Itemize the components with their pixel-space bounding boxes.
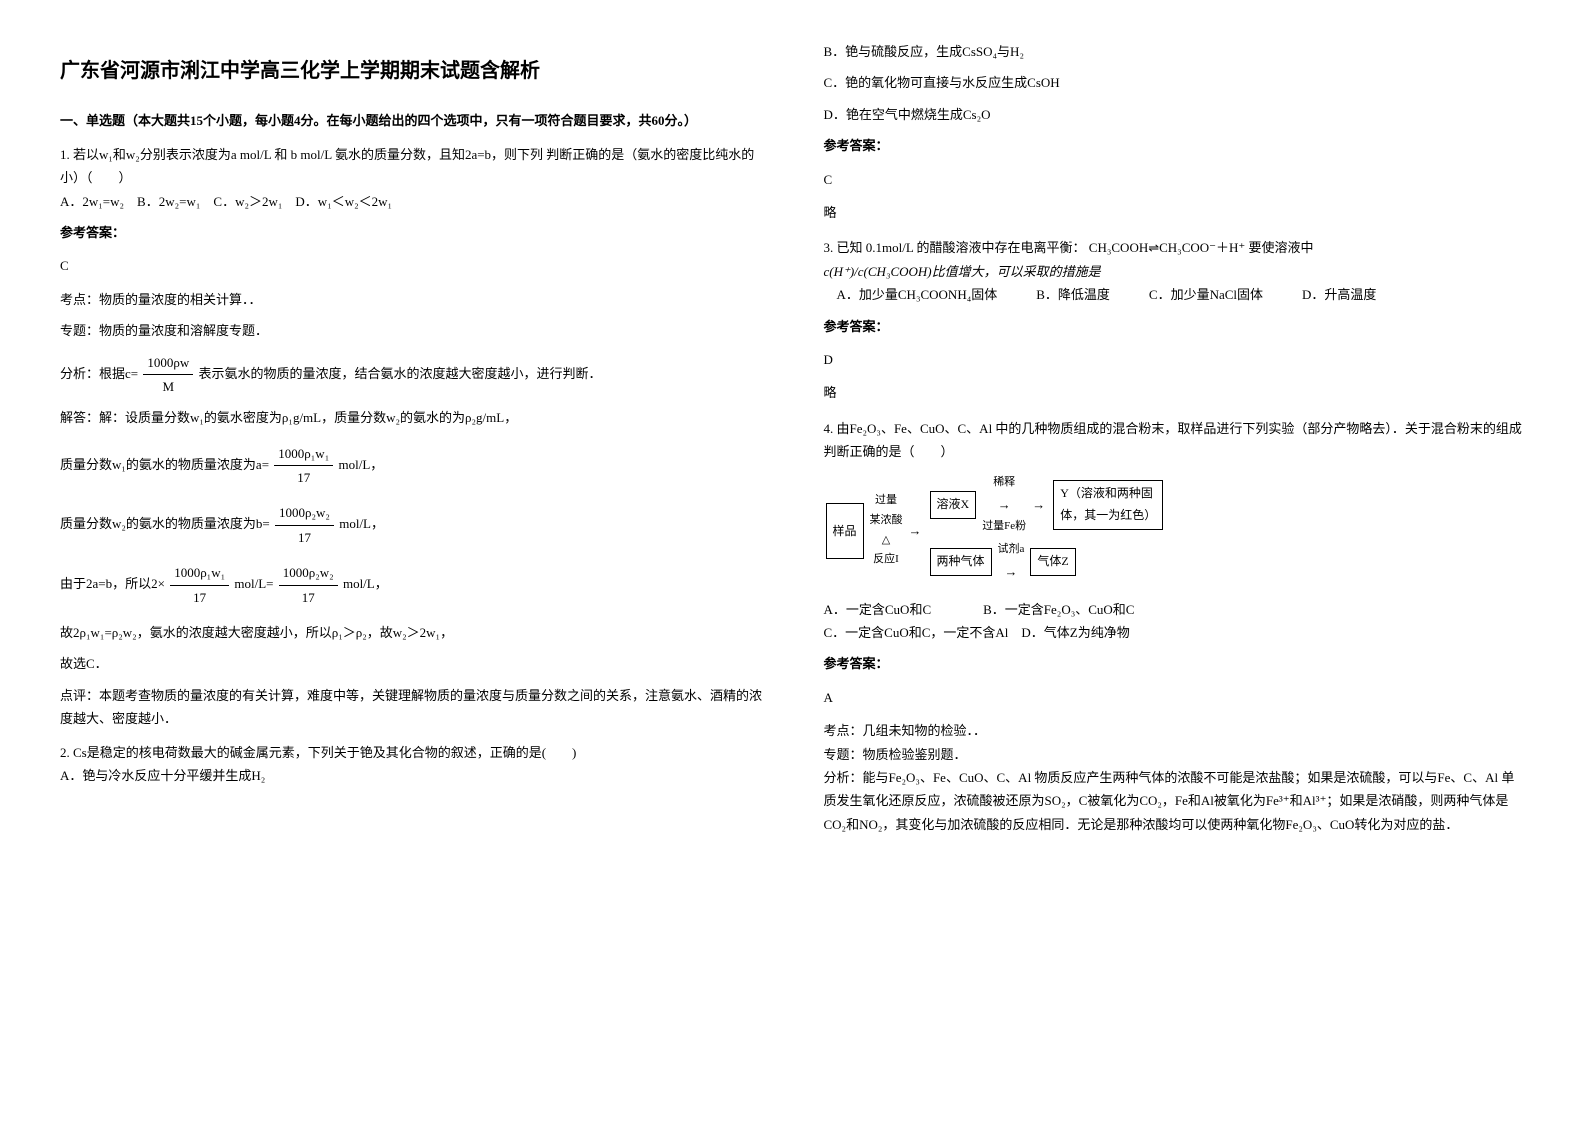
- question-3: 3. 已知 0.1mol/L 的醋酸溶液中存在电离平衡： CH₃COOH⇌CH₃…: [824, 236, 1528, 404]
- xishi: 稀释: [982, 473, 1026, 493]
- box-solX: 溶液X: [930, 491, 977, 519]
- q2-optC: C．铯的氧化物可直接与水反应生成CsOH: [824, 71, 1528, 94]
- acid2: 某浓酸: [870, 511, 903, 531]
- question-1: 1. 若以w₁和w₂分别表示浓度为a mol/L 和 b mol/L 氨水的质量…: [60, 143, 764, 731]
- box-2gas: 两种气体: [930, 548, 992, 576]
- q1-jieda5: 故2ρ₁w₁=ρ₂w₂，氨水的浓度越大密度越小，所以ρ₁＞ρ₂，故w₂＞2w₁，: [60, 621, 764, 644]
- flow-row-top: 样品 过量 某浓酸 △ 反应I → 溶液X 稀释 →: [824, 473, 1528, 587]
- q2-answer: C: [824, 168, 1528, 191]
- rxn1: 反应I: [870, 550, 903, 570]
- box-sample: 样品: [826, 503, 864, 559]
- q1-options: A．2w₁=w₂ B．2w₂=w₁ C．w₂＞2w₁ D．w₁＜w₂＜2w₁: [60, 190, 764, 213]
- q4-optA: A．一定含CuO和C B．一定含Fe₂O₃、CuO和C: [824, 598, 1528, 621]
- jieda2-suffix: mol/L，: [338, 457, 383, 472]
- fraction-icon: 1000ρ₂w₂ 17: [279, 561, 338, 609]
- q2-optA: A．铯与冷水反应十分平缓并生成H₂: [60, 764, 764, 787]
- q1-jieda1: 解答：解：设质量分数w₁的氨水密度为ρ₁g/mL，质量分数w₂的氨水的为ρ₂g/…: [60, 406, 764, 429]
- arrow-icon: →: [1032, 493, 1045, 516]
- q1-jieda6: 故选C．: [60, 652, 764, 675]
- jieda2-prefix: 质量分数w₁的氨水的物质量浓度为a=: [60, 457, 269, 472]
- frac-den: 17: [279, 586, 338, 609]
- frac-num: 1000ρ₁w₁: [170, 561, 229, 585]
- q2-lue: 略: [824, 201, 1528, 224]
- q1-kaodian: 考点：物质的量浓度的相关计算．．: [60, 288, 764, 311]
- frac-num: 1000ρ₁w₁: [274, 442, 333, 466]
- q1-jieda4: 由于2a=b，所以2× 1000ρ₁w₁ 17 mol/L= 1000ρ₂w₂ …: [60, 561, 764, 609]
- left-column: 广东省河源市浰江中学高三化学上学期期末试题含解析 一、单选题（本大题共15个小题…: [60, 40, 764, 846]
- q1-jieda3: 质量分数w₂的氨水的物质量浓度为b= 1000ρ₂w₂ 17 mol/L，: [60, 501, 764, 549]
- q3-options: A．加少量CH₃COONH₄固体 B．降低温度 C．加少量NaCl固体 D．升高…: [824, 283, 1528, 306]
- box-Y2: 体，其一为红色）: [1060, 505, 1156, 527]
- frac-den: 17: [170, 586, 229, 609]
- box-Z: 气体Z: [1030, 548, 1075, 576]
- fraction-icon: 1000ρ₁w₁ 17: [170, 561, 229, 609]
- q1-fenxi-suffix: 表示氨水的物质的量浓度，结合氨水的浓度越大密度越小，进行判断．: [199, 365, 602, 380]
- q1-fenxi-prefix: 分析：根据c=: [60, 365, 138, 380]
- page-container: 广东省河源市浰江中学高三化学上学期期末试题含解析 一、单选题（本大题共15个小题…: [60, 40, 1527, 846]
- q1-fenxi: 分析：根据c= 1000ρw M 表示氨水的物质的量浓度，结合氨水的浓度越大密度…: [60, 351, 764, 399]
- acid-arrow: 过量 某浓酸 △ 反应I: [870, 491, 903, 570]
- acid1: 过量: [870, 491, 903, 511]
- section-header: 一、单选题（本大题共15个小题，每小题4分。在每小题给出的四个选项中，只有一项符…: [60, 109, 764, 132]
- frac-den: 17: [274, 466, 333, 489]
- fe: 过量Fe粉: [982, 517, 1026, 537]
- tri: △: [870, 531, 903, 551]
- question-4: 4. 由Fe₂O₃、Fe、CuO、C、Al 中的几种物质组成的混合粉末，取样品进…: [824, 417, 1528, 836]
- q3-stem2: c(H⁺)/c(CH₃COOH)比值增大，可以采取的措施是: [824, 260, 1528, 283]
- shiji-arrow: 试剂a →: [998, 540, 1025, 583]
- jieda3-suffix: mol/L，: [339, 516, 384, 531]
- q4-answer: A: [824, 686, 1528, 709]
- arrow-icon: →: [909, 519, 922, 542]
- jieda4-suffix: mol/L，: [343, 576, 388, 591]
- frac-den: 17: [275, 526, 334, 549]
- right-column: B．铯与硫酸反应，生成CsSO₄与H₂ C．铯的氧化物可直接与水反应生成CsOH…: [824, 40, 1528, 846]
- box-Y1: Y（溶液和两种固: [1060, 483, 1156, 505]
- bottom-branch: 两种气体 试剂a → 气体Z: [928, 540, 1166, 583]
- q2-optB: B．铯与硫酸反应，生成CsSO₄与H₂: [824, 40, 1528, 63]
- q1-dianping: 点评：本题考查物质的量浓度的有关计算，难度中等，关键理解物质的量浓度与质量分数之…: [60, 684, 764, 731]
- jieda4-prefix: 由于2a=b，所以2×: [60, 576, 165, 591]
- q2-optD: D．铯在空气中燃烧生成Cs₂O: [824, 103, 1528, 126]
- jieda4-mid: mol/L=: [234, 576, 273, 591]
- frac-num: 1000ρ₂w₂: [279, 561, 338, 585]
- mid-col: 溶液X 稀释 → 过量Fe粉 → Y（溶液和两种固 体，其一为红色）: [928, 473, 1166, 587]
- shiji: 试剂a: [998, 540, 1025, 560]
- top-branch: 溶液X 稀释 → 过量Fe粉 → Y（溶液和两种固 体，其一为红色）: [928, 473, 1166, 536]
- q2-stem: 2. Cs是稳定的核电荷数最大的碱金属元素，下列关于铯及其化合物的叙述，正确的是…: [60, 741, 764, 764]
- q4-optC: C．一定含CuO和C，一定不含Al D．气体Z为纯净物: [824, 621, 1528, 644]
- q4-kaodian: 考点：几组未知物的检验．．: [824, 719, 1528, 742]
- fraction-icon: 1000ρ₂w₂ 17: [275, 501, 334, 549]
- jieda3-prefix: 质量分数w₂的氨水的物质量浓度为b=: [60, 516, 270, 531]
- question-2: 2. Cs是稳定的核电荷数最大的碱金属元素，下列关于铯及其化合物的叙述，正确的是…: [60, 741, 764, 788]
- box-Y: Y（溶液和两种固 体，其一为红色）: [1053, 480, 1163, 529]
- q3-answer: D: [824, 348, 1528, 371]
- q1-answer: C: [60, 254, 764, 277]
- q2-answer-label: 参考答案：: [824, 134, 1528, 157]
- flow-diagram: 样品 过量 某浓酸 △ 反应I → 溶液X 稀释 →: [824, 473, 1528, 587]
- q1-zhuanti: 专题：物质的量浓度和溶解度专题．: [60, 319, 764, 342]
- frac-num: 1000ρ₂w₂: [275, 501, 334, 525]
- fraction-icon: 1000ρw M: [143, 351, 193, 399]
- q3-stem2-text: c(H⁺)/c(CH₃COOH)比值增大，可以采取的措施是: [824, 264, 1101, 279]
- q3-answer-label: 参考答案：: [824, 315, 1528, 338]
- frac-den: M: [143, 375, 193, 398]
- fraction-icon: 1000ρ₁w₁ 17: [274, 442, 333, 490]
- q3-stem1: 3. 已知 0.1mol/L 的醋酸溶液中存在电离平衡： CH₃COOH⇌CH₃…: [824, 236, 1528, 259]
- q1-answer-label: 参考答案：: [60, 221, 764, 244]
- page-title: 广东省河源市浰江中学高三化学上学期期末试题含解析: [60, 53, 764, 89]
- q4-zhuanti: 专题：物质检验鉴别题．: [824, 743, 1528, 766]
- q4-stem: 4. 由Fe₂O₃、Fe、CuO、C、Al 中的几种物质组成的混合粉末，取样品进…: [824, 417, 1528, 464]
- xishi-fe: 稀释 → 过量Fe粉: [982, 473, 1026, 536]
- frac-num: 1000ρw: [143, 351, 193, 375]
- q1-stem: 1. 若以w₁和w₂分别表示浓度为a mol/L 和 b mol/L 氨水的质量…: [60, 143, 764, 190]
- q4-fenxi: 分析：能与Fe₂O₃、Fe、CuO、C、Al 物质反应产生两种气体的浓酸不可能是…: [824, 766, 1528, 836]
- q3-lue: 略: [824, 381, 1528, 404]
- q1-jieda2: 质量分数w₁的氨水的物质量浓度为a= 1000ρ₁w₁ 17 mol/L，: [60, 442, 764, 490]
- q4-answer-label: 参考答案：: [824, 652, 1528, 675]
